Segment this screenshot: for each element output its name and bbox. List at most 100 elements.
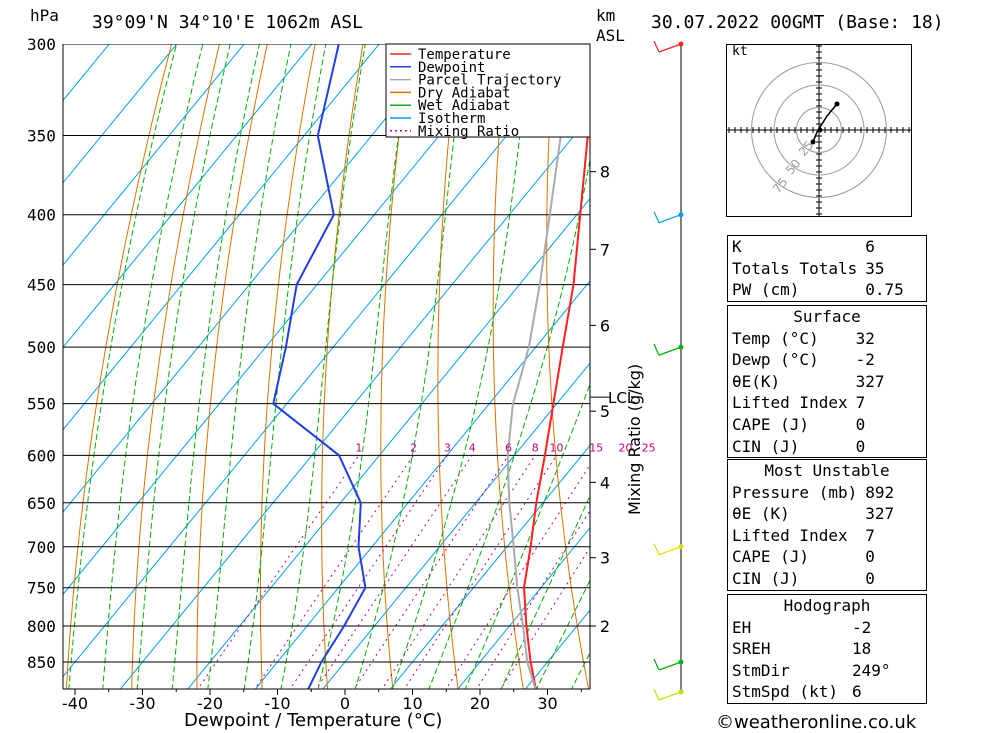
index-label: SREH (732, 639, 771, 659)
index-value: 249° (852, 660, 891, 680)
km-tick-label: 7 (600, 240, 610, 259)
hodograph-indices-table: Hodograph EH -2 SREH 18 StmDir 249° StmSpd (kt)… (727, 594, 927, 704)
km-tick-label: 5 (600, 402, 610, 421)
wet-adiabat-line (171, 44, 260, 689)
dry-adiabat-line (649, 24, 721, 696)
dry-adiabat-line (546, 44, 590, 689)
hodograph-point (834, 101, 840, 107)
temperature-tick-label: 0 (340, 694, 350, 713)
index-label: CAPE (J) (732, 547, 810, 567)
wet-adiabat-line (464, 382, 590, 689)
temperature-tick-label: -40 (62, 694, 88, 713)
index-value: 327 (865, 504, 895, 524)
index-row: Temp (°C) 32 (728, 328, 927, 350)
parcel-trajectory-line (506, 44, 576, 689)
index-row: θE (K) 327 (728, 503, 927, 525)
x-axis-title: Dewpoint / Temperature (°C) (184, 710, 443, 731)
temperature-tick-label: 30 (537, 694, 557, 713)
dry-adiabat-line (259, 44, 316, 689)
index-label: EH (732, 617, 752, 637)
mixing-ratio-label: 15 (589, 441, 603, 454)
wet-adiabat-line (428, 156, 590, 689)
lcl-label: LCL (608, 389, 636, 407)
pressure-tick-label: 450 (27, 276, 56, 295)
mixing-ratio-line (315, 455, 473, 689)
pressure-tick-label: 400 (27, 206, 56, 225)
asl-unit-label: ASL (596, 26, 625, 45)
index-value: 18 (852, 639, 872, 659)
index-row: SREH 18 (728, 638, 927, 660)
most-unstable-table: Most Unstable Pressure (mb) 892 θE (K) 327 Li… (727, 459, 927, 591)
wind-barb-shaft (658, 691, 682, 701)
hodograph-ring (773, 84, 865, 176)
index-label: K (732, 237, 742, 256)
hodograph-trace (812, 103, 838, 143)
wet-adiabat-line (243, 44, 327, 689)
pressure-unit-label: hPa (30, 6, 59, 25)
wind-barb-shaft (658, 546, 682, 556)
mixing-ratio-label: 8 (532, 441, 539, 454)
isotherm-line (187, 197, 590, 689)
wind-barb-shaft (658, 214, 682, 224)
wet-adiabat-line (280, 44, 366, 689)
pressure-tick-label: 750 (27, 579, 56, 598)
wet-adiabat-line (102, 44, 204, 689)
hodograph-unit: kt (732, 44, 748, 59)
index-value: 0.75 (865, 280, 904, 300)
isotherm-line (389, 444, 590, 689)
km-tick-label: 6 (600, 316, 610, 335)
index-label: StmDir (732, 660, 790, 680)
legend-item: Parcel Trajectory (418, 73, 561, 89)
isotherm-line (457, 527, 590, 689)
temperature-tick-label: 10 (402, 694, 422, 713)
dry-adiabat-line (983, 24, 1000, 696)
index-label: PW (cm) (732, 280, 800, 300)
wind-barb-flag (653, 40, 660, 53)
wet-adiabat-line (207, 44, 292, 689)
mixing-ratio-line (254, 455, 414, 689)
legend-item: Mixing Ratio (418, 124, 519, 140)
index-row: PW (cm) 0.75 (728, 279, 927, 301)
index-value: 0 (865, 568, 875, 588)
wind-barb-shaft (658, 346, 682, 356)
section-title: Most Unstable (764, 461, 890, 480)
hodograph-ring (796, 107, 842, 153)
dewpoint-line (272, 44, 367, 689)
section-title: Hodograph (783, 596, 871, 615)
index-value: -2 (855, 350, 875, 370)
wet-adiabat-line (354, 44, 467, 689)
hodograph-point (810, 139, 816, 145)
km-tick-label: 8 (600, 163, 610, 182)
pressure-tick-label: 550 (27, 395, 56, 414)
index-row: StmDir 249° (728, 660, 927, 682)
temperature-line (522, 127, 590, 689)
dry-adiabat-line (131, 44, 220, 689)
temperature-tick-label: 20 (470, 694, 490, 713)
index-value: 0 (855, 414, 866, 434)
index-row: Totals Totals 35 (728, 258, 927, 280)
index-row: CIN (J) 0 (728, 568, 927, 590)
dry-adiabat-line (599, 24, 656, 696)
legend-item: Wet Adiabat (418, 98, 511, 114)
pressure-tick-label: 800 (27, 617, 56, 636)
index-value: 892 (865, 482, 895, 502)
dry-adiabat-line (437, 44, 460, 689)
pressure-tick-label: 350 (27, 126, 56, 145)
wet-adiabat-line (317, 44, 412, 689)
mixing-ratio-label: 6 (505, 441, 512, 454)
dry-adiabat-line (380, 44, 412, 689)
mixing-ratio-label: 1 (355, 441, 362, 454)
index-value: 0 (865, 547, 875, 567)
pressure-tick-label: 700 (27, 538, 56, 557)
index-value: 7 (865, 525, 875, 545)
index-label: StmSpd (kt) (732, 682, 838, 702)
wet-adiabat-line (68, 44, 178, 689)
pressure-tick-label: 500 (27, 338, 56, 357)
wind-barb-flag (653, 543, 660, 556)
legend-item: Dry Adiabat (418, 85, 511, 101)
mixing-ratio-line (197, 455, 360, 689)
wind-barb-flag (653, 343, 660, 356)
km-tick-label: 2 (600, 617, 610, 636)
